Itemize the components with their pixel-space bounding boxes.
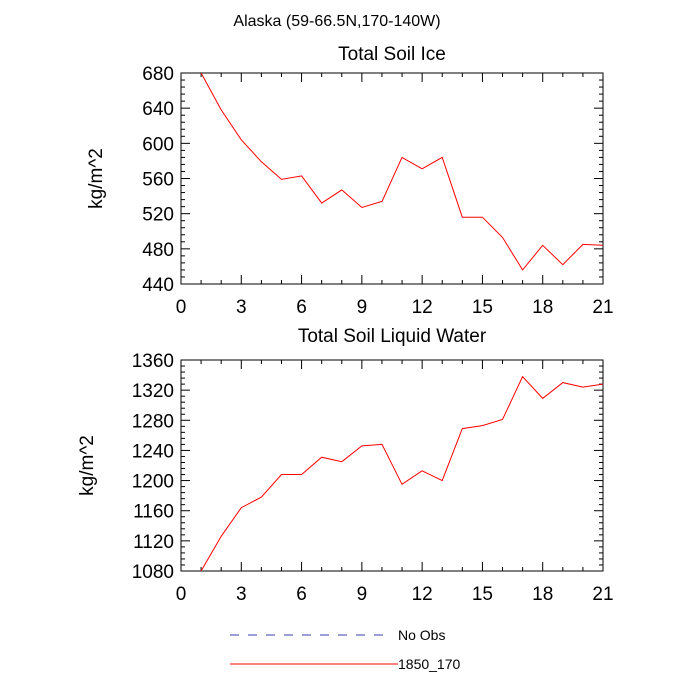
y-tick-label: 480 (142, 240, 174, 261)
x-tick-label: 3 (236, 297, 247, 318)
series-line-1850-170 (200, 375, 603, 571)
panel-soil-ice: Total Soil Ice 0 3 6 9 12 15 18 21 440 480 520 560 60… (86, 44, 614, 318)
panel-soil-liquid-water: Total Soil Liquid Water 0 3 6 9 12 15 18 21 1080 1… (77, 326, 614, 605)
y-tick-label: 1200 (132, 472, 174, 493)
y-tick-label: 520 (142, 205, 174, 226)
x-tick-label: 6 (296, 297, 307, 318)
legend-label-1850-170: 1850_170 (398, 656, 461, 672)
x-tick-label: 3 (236, 584, 247, 605)
x-tick-label: 18 (532, 584, 553, 605)
x-tick-label: 9 (357, 584, 368, 605)
y-axis-label: kg/m^2 (86, 148, 107, 209)
legend-label-no-obs: No Obs (398, 627, 445, 643)
y-tick-label: 1160 (133, 502, 174, 523)
y-tick-label: 1280 (132, 411, 174, 432)
y-tick-label: 560 (142, 170, 174, 191)
figure-title: Alaska (59-66.5N,170-140W) (233, 13, 440, 30)
x-tick-label: 6 (296, 584, 307, 605)
y-tick-label: 600 (142, 134, 174, 155)
y-tick-label: 1120 (133, 532, 174, 553)
y-tick-label: 440 (142, 275, 174, 296)
x-tick-label: 0 (176, 297, 187, 318)
x-tick-label: 15 (472, 297, 493, 318)
panel-title: Total Soil Liquid Water (298, 326, 487, 347)
x-tick-label: 18 (532, 297, 553, 318)
legend: No Obs 1850_170 (230, 627, 461, 672)
panel-title: Total Soil Ice (338, 44, 446, 65)
x-tick-label: 21 (592, 584, 613, 605)
y-tick-label: 1240 (132, 441, 174, 462)
y-tick-label: 1080 (132, 562, 174, 583)
x-tick-label: 21 (592, 297, 613, 318)
y-axis-label: kg/m^2 (77, 435, 98, 496)
x-tick-label: 9 (357, 297, 368, 318)
x-tick-label: 0 (176, 584, 187, 605)
x-tick-label: 12 (412, 297, 433, 318)
series-line-1850-170 (200, 73, 603, 271)
plot-frame (180, 359, 604, 572)
y-tick-label: 680 (142, 64, 174, 85)
y-tick-label: 640 (142, 99, 174, 120)
y-tick-label: 1320 (132, 381, 174, 402)
x-tick-label: 12 (412, 584, 433, 605)
x-tick-label: 15 (472, 584, 493, 605)
y-tick-label: 1360 (132, 351, 174, 372)
